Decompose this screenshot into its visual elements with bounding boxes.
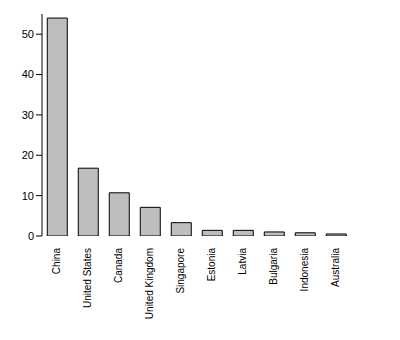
svg-text:20: 20: [22, 149, 34, 161]
svg-text:30: 30: [22, 109, 34, 121]
svg-text:United States: United States: [82, 248, 93, 308]
svg-text:China: China: [51, 248, 62, 275]
svg-text:Canada: Canada: [113, 248, 124, 283]
svg-text:United Kingdom: United Kingdom: [144, 248, 155, 319]
svg-text:10: 10: [22, 190, 34, 202]
svg-text:Singapore: Singapore: [175, 248, 186, 294]
svg-text:Bulgaria: Bulgaria: [268, 248, 279, 285]
svg-text:0: 0: [28, 230, 34, 242]
svg-text:50: 50: [22, 28, 34, 40]
svg-text:Australia: Australia: [330, 248, 341, 287]
svg-text:40: 40: [22, 68, 34, 80]
svg-text:Latvia: Latvia: [237, 248, 248, 275]
svg-text:Estonia: Estonia: [206, 248, 217, 282]
svg-text:Indonesia: Indonesia: [299, 248, 310, 292]
